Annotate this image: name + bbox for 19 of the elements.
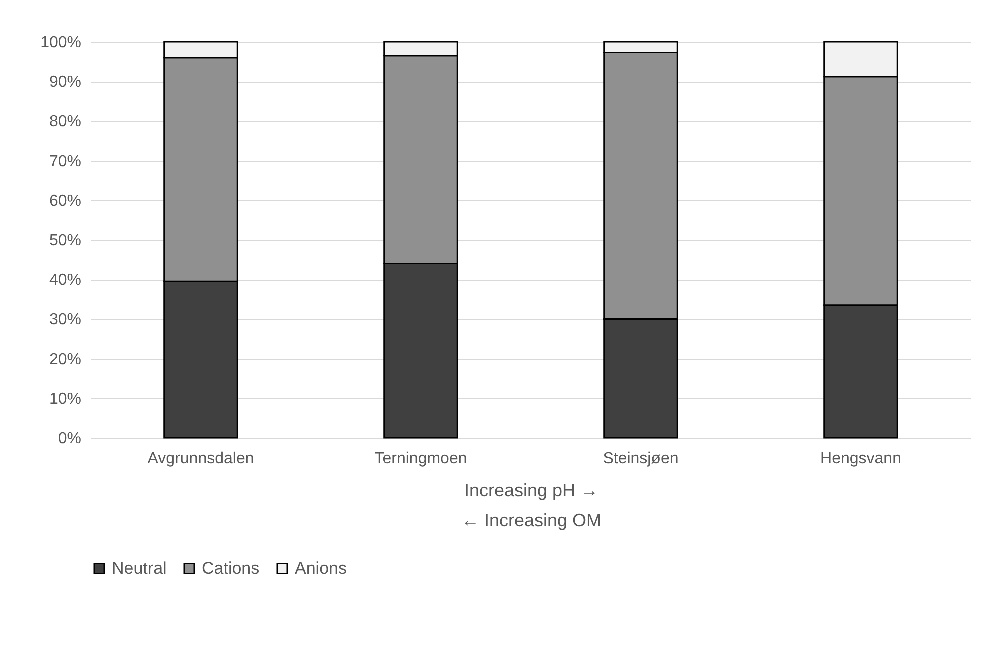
y-tick-label: 50% <box>49 232 82 250</box>
x-tick-label: Terningmoen <box>374 450 468 468</box>
y-tick-label: 100% <box>40 34 82 52</box>
y-tick-label: 60% <box>49 192 82 210</box>
y-tick-label: 80% <box>49 114 82 131</box>
y-tick-label: 30% <box>49 312 82 329</box>
y-tick-label: 20% <box>49 351 82 368</box>
y-tick-label: 0% <box>58 430 82 448</box>
x-tick-label: Hengsvann <box>820 450 902 468</box>
legend-label: Anions <box>295 558 347 578</box>
x-axis-title: Increasing pH → ← Increasing OM <box>461 480 602 530</box>
legend-label: Cations <box>202 558 260 578</box>
y-tick-label: 90% <box>49 74 82 92</box>
x-tick-label: Steinsjøen <box>603 450 679 468</box>
x-tick-label: Avgrunnsdalen <box>148 450 254 468</box>
y-tick-label: 10% <box>49 390 82 408</box>
y-tick-label: 70% <box>49 153 82 170</box>
legend-label: Neutral <box>112 558 167 578</box>
y-tick-label: 40% <box>49 272 82 290</box>
